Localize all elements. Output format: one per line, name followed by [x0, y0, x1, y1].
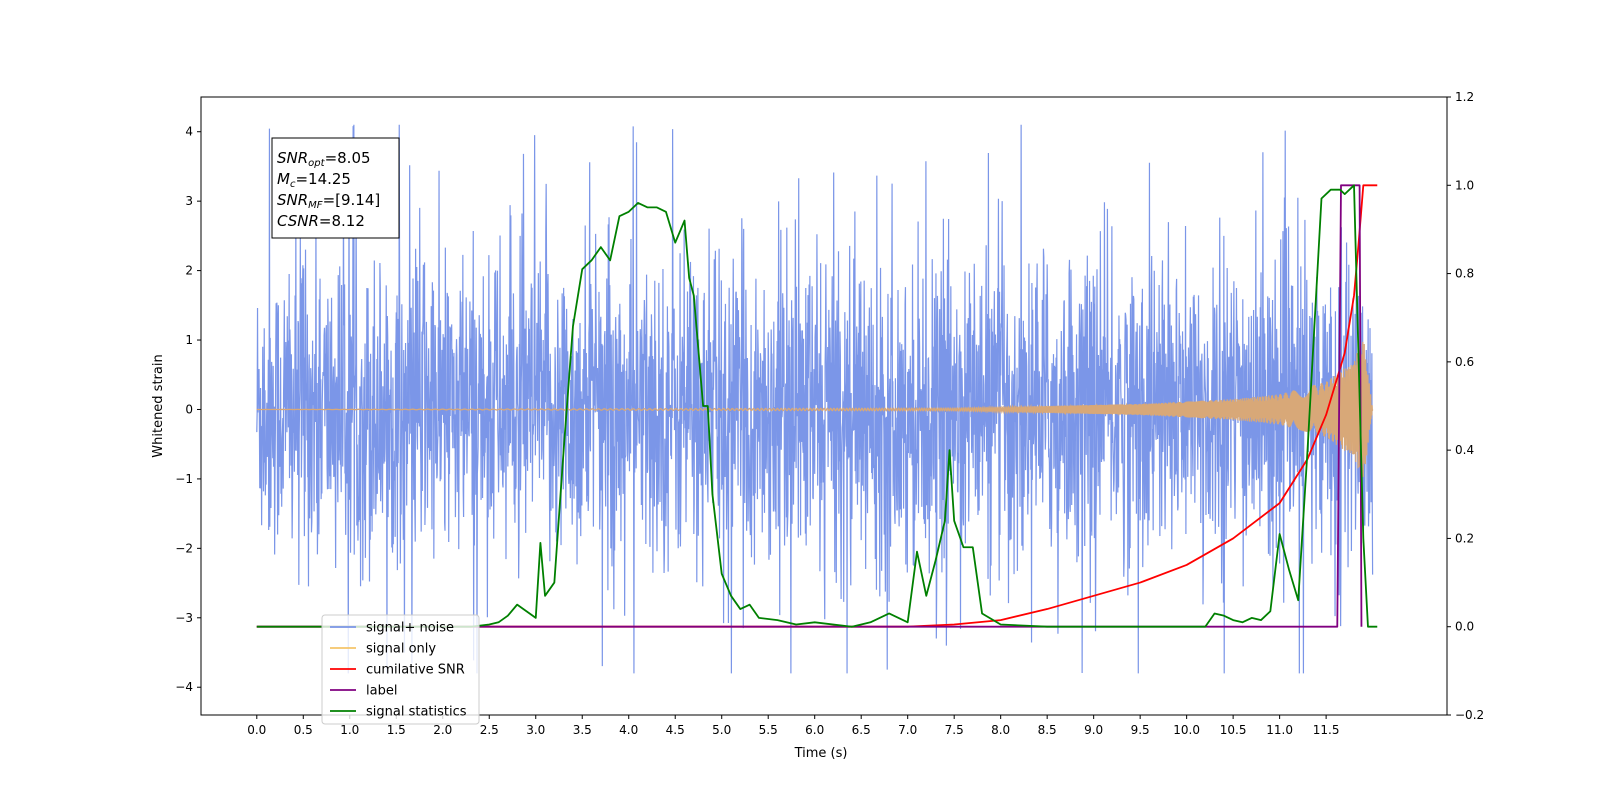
x-tick-label: 1.5 — [387, 723, 406, 737]
series-signal-statistics-line — [256, 184, 1378, 628]
y2-tick-label: 0.0 — [1455, 620, 1474, 634]
y2-tick-label: 0.8 — [1455, 267, 1474, 281]
x-tick-label: 4.0 — [619, 723, 638, 737]
y-tick-label: −3 — [175, 611, 193, 625]
y-tick-label: 3 — [185, 194, 193, 208]
x-tick-label: 2.0 — [433, 723, 452, 737]
legend-frame — [321, 614, 480, 725]
legend-label: signal statistics — [366, 705, 467, 720]
x-tick-label: 8.0 — [991, 723, 1010, 737]
x-tick-label: 4.5 — [666, 723, 685, 737]
x-tick-label: 10.5 — [1220, 723, 1247, 737]
x-tick-label: 5.0 — [712, 723, 731, 737]
legend-label: signal+ noise — [366, 621, 454, 636]
y-tick-label: 2 — [185, 264, 193, 278]
legend: signal+ noise signal only cumilative SNR la… — [321, 614, 480, 725]
y2-tick-label: 0.6 — [1455, 355, 1474, 369]
x-tick-label: 11.0 — [1266, 723, 1293, 737]
series-signal-noise-line — [256, 124, 1374, 674]
series-label-line — [256, 184, 1363, 628]
y2-tick-label: −0.2 — [1455, 708, 1484, 722]
stats-box-frame — [271, 137, 400, 239]
x-axis-label: Time (s) — [794, 746, 848, 761]
stats-line: Mc=14.25 — [277, 170, 351, 190]
x-tick-label: 10.0 — [1173, 723, 1200, 737]
x-tick-label: 7.5 — [945, 723, 964, 737]
x-tick-label: 5.5 — [759, 723, 778, 737]
y-axis-label: Whitened strain — [151, 354, 166, 457]
legend-label: signal only — [366, 642, 436, 657]
stats-line: SNRMF=[9.14] — [277, 191, 380, 211]
legend-label: cumilative SNR — [366, 663, 465, 678]
y2-tick-label: 1.0 — [1455, 178, 1474, 192]
x-tick-label: 3.0 — [526, 723, 545, 737]
y-tick-label: −1 — [175, 472, 193, 486]
stats-line: SNRopt=8.05 — [277, 149, 371, 169]
x-tick-label: 1.0 — [340, 723, 359, 737]
legend-label: label — [366, 684, 397, 699]
x-tick-label: 2.5 — [480, 723, 499, 737]
x-tick-label: 3.5 — [573, 723, 592, 737]
y-tick-label: 0 — [185, 402, 193, 416]
y2-tick-label: 1.2 — [1455, 90, 1474, 104]
series-signal-only-line — [256, 341, 1374, 479]
x-tick-label: 8.5 — [1038, 723, 1057, 737]
y-tick-label: −2 — [175, 541, 193, 555]
x-tick-label: 0.5 — [294, 723, 313, 737]
y2-tick-label: 0.4 — [1455, 443, 1474, 457]
y2-tick-label: 0.2 — [1455, 531, 1474, 545]
x-tick-label: 0.0 — [247, 723, 266, 737]
y-tick-label: 1 — [185, 333, 193, 347]
x-tick-label: 9.5 — [1131, 723, 1150, 737]
x-tick-label: 9.0 — [1084, 723, 1103, 737]
stats-line: CSNR=8.12 — [277, 212, 365, 230]
x-tick-label: 7.0 — [898, 723, 917, 737]
x-tick-label: 6.5 — [852, 723, 871, 737]
plot-frame — [200, 96, 1448, 716]
y-tick-label: −4 — [175, 680, 193, 694]
y-tick-label: 4 — [185, 125, 193, 139]
x-tick-label: 11.5 — [1313, 723, 1340, 737]
x-tick-label: 6.0 — [805, 723, 824, 737]
